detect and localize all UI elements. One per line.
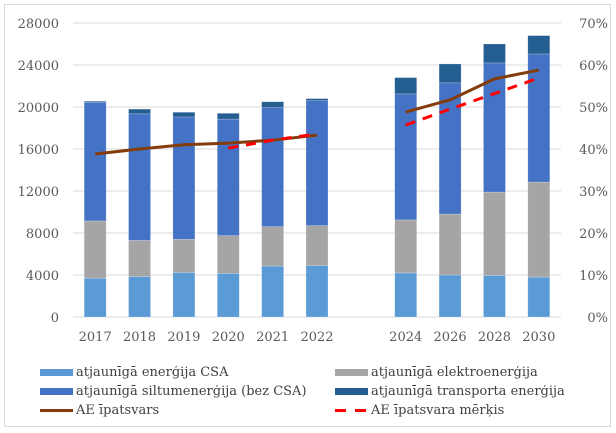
bar-segment xyxy=(128,276,151,318)
y2-tick-label: 50% xyxy=(579,101,608,116)
bars xyxy=(83,35,551,318)
x-tick-label: 2020 xyxy=(212,330,245,345)
legend-label-csa: atjaunīgā enerģija CSA xyxy=(76,365,229,380)
y-tick-label: 16000 xyxy=(18,143,59,158)
x-tick-label: 2019 xyxy=(167,330,200,345)
bar-segment xyxy=(527,276,551,318)
y2-tick-label: 60% xyxy=(579,59,608,74)
bar-segment xyxy=(527,53,551,183)
y2-tick-label: 70% xyxy=(579,17,608,32)
bar-segment xyxy=(172,272,196,318)
bar-segment xyxy=(172,116,196,240)
legend-swatch-ae xyxy=(40,409,73,412)
bar-segment xyxy=(394,77,418,95)
share-line xyxy=(405,68,540,114)
legend-item-target: AE īpatsvara mērķis xyxy=(335,402,504,419)
bar-segment xyxy=(438,63,462,84)
legend-swatch-target xyxy=(335,409,368,412)
target-line xyxy=(228,132,318,150)
legend-label-siltum: atjaunīgā siltumenerģija (bez CSA) xyxy=(76,384,307,399)
x-tick-label: 2024 xyxy=(389,330,422,345)
legend-item-elektro: atjaunīgā elektroenerģija xyxy=(335,364,538,381)
legend-swatch-csa xyxy=(40,369,73,376)
bar-segment xyxy=(483,191,506,276)
bar-segment xyxy=(261,226,284,267)
bar-segment xyxy=(394,272,418,318)
bar-segment xyxy=(305,100,329,226)
x-tick-label: 2017 xyxy=(79,330,112,345)
bar-segment xyxy=(394,93,418,221)
y-tick-label: 12000 xyxy=(18,185,59,200)
legend-label-elektro: atjaunīgā elektroenerģija xyxy=(371,365,538,380)
y-tick-label: 28000 xyxy=(18,17,59,32)
legend-swatch-transport xyxy=(335,388,368,395)
legend-label-target: AE īpatsvara mērķis xyxy=(371,403,505,418)
bar-segment xyxy=(305,98,329,101)
bar-segment xyxy=(128,240,151,277)
bar-segment xyxy=(483,275,506,318)
y2-tick-label: 30% xyxy=(579,185,608,200)
bar-segment xyxy=(172,239,196,273)
bar-segment xyxy=(438,213,462,276)
y-tick-label: 8000 xyxy=(26,227,59,242)
y-tick-label: 0 xyxy=(51,311,59,326)
y-axis-left: 0 4000 8000 12000 16000 20000 24000 28000 xyxy=(18,17,59,326)
bar-segment xyxy=(527,181,551,278)
x-tick-label: 2022 xyxy=(300,330,333,345)
bar-segment xyxy=(83,220,107,279)
x-axis: 2017 2018 2019 2020 2021 2022 2024 2026 2028 2030 xyxy=(79,330,556,345)
bar-segment xyxy=(261,101,284,108)
bar-segment xyxy=(305,265,329,318)
lines xyxy=(95,68,540,156)
x-tick-label: 2026 xyxy=(434,330,467,345)
legend-label-transport: atjaunīgā transporta enerģija xyxy=(371,384,565,399)
legend-item-transport: atjaunīgā transporta enerģija xyxy=(335,383,565,400)
legend-label-ae: AE īpatsvars xyxy=(76,403,160,418)
y-tick-label: 4000 xyxy=(26,269,59,284)
target-line xyxy=(405,76,540,127)
bar-segment xyxy=(83,100,107,103)
bar-segment xyxy=(172,111,196,118)
y-tick-label: 20000 xyxy=(18,101,59,116)
legend-swatch-elektro xyxy=(335,369,368,376)
bar-segment xyxy=(394,219,418,274)
bar-segment xyxy=(216,118,240,236)
x-tick-label: 2030 xyxy=(522,330,555,345)
y2-tick-label: 40% xyxy=(579,143,608,158)
y-axis-right: 0% 10% 20% 30% 40% 50% 60% 70% xyxy=(579,17,608,326)
legend-item-csa: atjaunīgā enerģija CSA xyxy=(40,364,228,381)
bar-segment xyxy=(483,43,506,64)
bar-segment xyxy=(438,274,462,318)
x-tick-label: 2021 xyxy=(256,330,289,345)
legend-swatch-siltum xyxy=(40,388,73,395)
bar-segment xyxy=(83,101,107,222)
bar-segment xyxy=(83,277,107,318)
bar-segment xyxy=(128,113,151,241)
x-tick-label: 2018 xyxy=(123,330,156,345)
legend-item-ae: AE īpatsvars xyxy=(40,402,159,419)
bar-segment xyxy=(216,235,240,274)
x-tick-label: 2028 xyxy=(478,330,511,345)
bar-segment xyxy=(216,273,240,318)
y2-tick-label: 10% xyxy=(579,269,608,284)
legend-item-siltum: atjaunīgā siltumenerģija (bez CSA) xyxy=(40,383,307,400)
bar-segment xyxy=(216,113,240,120)
bar-segment xyxy=(261,265,284,318)
y2-tick-label: 0% xyxy=(587,311,608,326)
bar-segment xyxy=(305,225,329,266)
y-tick-label: 24000 xyxy=(18,59,59,74)
bar-segment xyxy=(128,108,151,115)
bar-segment xyxy=(527,35,551,55)
y2-tick-label: 20% xyxy=(579,227,608,242)
bar-segment xyxy=(261,107,284,228)
share-line xyxy=(95,133,318,156)
